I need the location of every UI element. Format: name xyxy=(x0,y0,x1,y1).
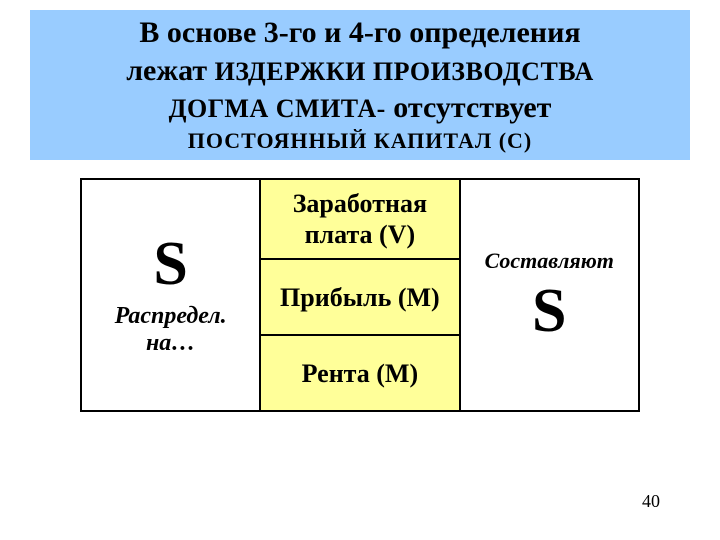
header-text-2a: лежат xyxy=(126,54,207,87)
header-line-1: В основе 3-го и 4-го определения xyxy=(40,14,680,52)
header-line-2: лежат издержки производства xyxy=(40,52,680,90)
right-big-s: S xyxy=(467,280,633,342)
header-text-4: постоянный капитал (С) xyxy=(188,128,533,153)
left-big-s: S xyxy=(88,233,253,295)
header-line-3: догма смита- отсутствует xyxy=(40,89,680,127)
cell-mid-1: Заработная плата (V) xyxy=(260,179,459,259)
left-subtext: Распредел. на… xyxy=(88,303,253,358)
header-text-3a: догма смита- xyxy=(169,94,386,123)
cell-mid-2: Прибыль (M) xyxy=(260,259,459,335)
cell-right: Составляют S xyxy=(460,179,640,411)
header-text-3b: отсутствует xyxy=(393,91,551,124)
header-text-1a: В основе 3-го и 4-го определения xyxy=(139,16,580,49)
slide: В основе 3-го и 4-го определения лежат и… xyxy=(0,0,720,540)
header-line-4: постоянный капитал (С) xyxy=(40,127,680,155)
main-table: S Распредел. на… Заработная плата (V) Со… xyxy=(80,178,640,412)
right-toptext: Составляют xyxy=(467,248,633,274)
page-number: 40 xyxy=(642,491,660,512)
table-container: S Распредел. на… Заработная плата (V) Со… xyxy=(80,178,640,412)
header-box: В основе 3-го и 4-го определения лежат и… xyxy=(30,10,690,160)
cell-mid-3: Рента (M) xyxy=(260,335,459,411)
cell-left: S Распредел. на… xyxy=(81,179,260,411)
header-text-2b: издержки производства xyxy=(215,57,594,86)
table-row: S Распредел. на… Заработная плата (V) Со… xyxy=(81,179,639,259)
